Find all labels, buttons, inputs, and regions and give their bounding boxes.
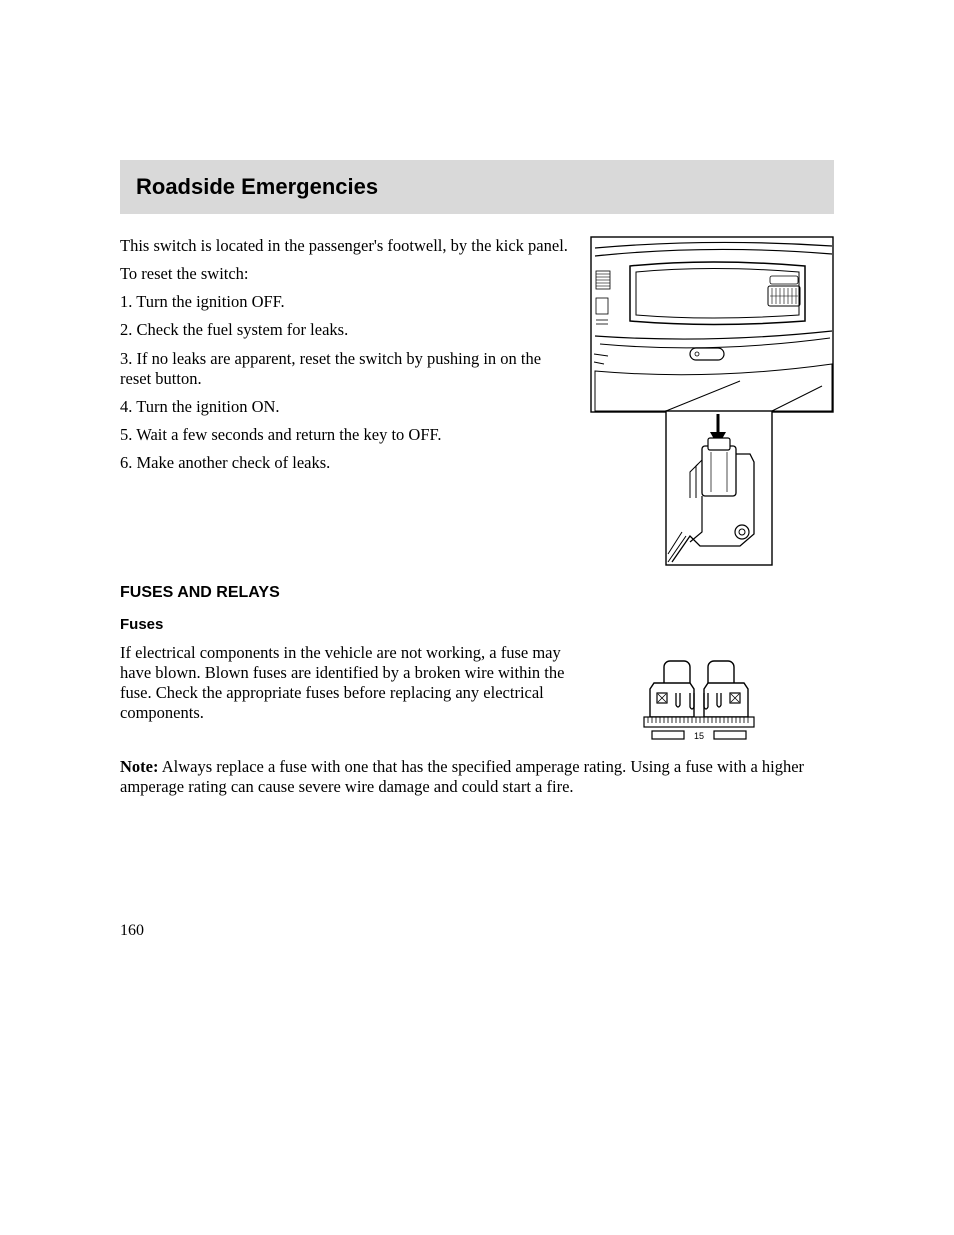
page-number: 160 xyxy=(120,922,144,940)
note-label: Note: xyxy=(120,757,158,776)
fuses-subheading: Fuses xyxy=(120,616,834,633)
step-1: 1. Turn the ignition OFF. xyxy=(120,292,570,312)
step-2: 2. Check the fuel system for leaks. xyxy=(120,320,570,340)
step-4: 4. Turn the ignition ON. xyxy=(120,397,570,417)
section-switch: This switch is located in the passenger'… xyxy=(120,236,834,566)
step-5: 5. Wait a few seconds and return the key… xyxy=(120,425,570,445)
dashboard-svg xyxy=(590,236,834,566)
fuse-diagram-column: 15 xyxy=(590,643,834,753)
fuses-body: If electrical components in the vehicle … xyxy=(120,643,570,724)
fuse-note: Note: Always replace a fuse with one tha… xyxy=(120,757,834,797)
header-box: Roadside Emergencies xyxy=(120,160,834,214)
fuses-heading: FUSES AND RELAYS xyxy=(120,584,834,602)
page-title: Roadside Emergencies xyxy=(136,174,818,200)
fuse-diagram: 15 xyxy=(630,653,770,753)
reset-label: To reset the switch: xyxy=(120,264,570,284)
switch-intro: This switch is located in the passenger'… xyxy=(120,236,570,256)
dashboard-diagram xyxy=(590,236,834,566)
fuses-text-column: If electrical components in the vehicle … xyxy=(120,643,570,753)
switch-text-column: This switch is located in the passenger'… xyxy=(120,236,570,566)
page-container: Roadside Emergencies This switch is loca… xyxy=(0,0,954,797)
fuse-amp-label: 15 xyxy=(694,731,704,741)
section-fuses: If electrical components in the vehicle … xyxy=(120,643,834,753)
step-3: 3. If no leaks are apparent, reset the s… xyxy=(120,349,570,389)
step-6: 6. Make another check of leaks. xyxy=(120,453,570,473)
dashboard-diagram-column xyxy=(590,236,834,566)
fuse-svg: 15 xyxy=(630,653,770,753)
note-body: Always replace a fuse with one that has … xyxy=(120,757,804,796)
